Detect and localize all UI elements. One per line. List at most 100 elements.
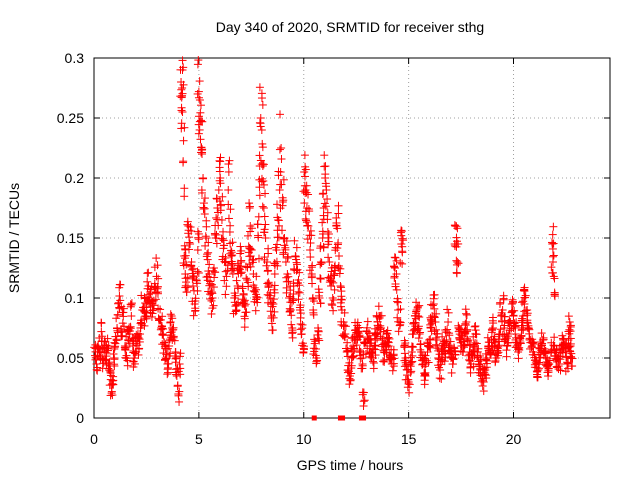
- data-point: [173, 381, 182, 390]
- data-point: [137, 316, 146, 325]
- data-point: [415, 313, 424, 322]
- data-point: [337, 295, 346, 304]
- data-point: [178, 89, 187, 98]
- x-tick-label: 10: [296, 431, 312, 447]
- data-point: [274, 233, 283, 242]
- data-point: [499, 291, 508, 300]
- data-point: [400, 356, 409, 365]
- data-point: [274, 167, 283, 176]
- data-point: [445, 331, 454, 340]
- data-point: [189, 282, 198, 290]
- data-point: [432, 325, 441, 334]
- data-point: [241, 300, 250, 309]
- data-point: [466, 368, 475, 377]
- data-point: [268, 326, 277, 335]
- data-point: [180, 192, 189, 201]
- y-axis-label: SRMTID / TECUs: [6, 183, 22, 293]
- data-point: [270, 281, 279, 290]
- data-point: [524, 324, 533, 333]
- data-point: [319, 243, 328, 252]
- data-point: [189, 311, 198, 320]
- y-tick-label: 0.15: [57, 230, 84, 246]
- data-point: [313, 356, 322, 365]
- data-point: [178, 65, 187, 74]
- data-point: [452, 256, 461, 265]
- data-point: [92, 365, 101, 374]
- data-point: [191, 307, 200, 316]
- data-point: [400, 343, 409, 352]
- data-point: [237, 268, 246, 277]
- data-point: [282, 273, 291, 282]
- data-point: [391, 279, 400, 288]
- data-point: [406, 362, 415, 371]
- data-point: [201, 241, 210, 250]
- data-point: [267, 319, 276, 328]
- data-point: [517, 332, 526, 341]
- data-point: [404, 379, 413, 388]
- data-point: [446, 337, 455, 346]
- data-point: [549, 239, 558, 248]
- data-point: [257, 94, 266, 103]
- data-point: [277, 226, 286, 235]
- data-point: [483, 356, 492, 365]
- data-point: [323, 208, 332, 217]
- data-point: [166, 349, 175, 358]
- data-point: [441, 340, 450, 349]
- data-point: [335, 269, 344, 278]
- data-point: [550, 274, 559, 283]
- data-point: [334, 238, 343, 247]
- data-point: [345, 380, 354, 389]
- data-point: [247, 224, 256, 233]
- data-point: [379, 357, 388, 366]
- data-point: [503, 338, 512, 347]
- data-point: [328, 294, 337, 302]
- data-point: [294, 276, 303, 284]
- data-point: [527, 338, 536, 347]
- data-point: [448, 360, 457, 369]
- data-point: [540, 348, 549, 357]
- data-point: [428, 301, 437, 310]
- data-point: [298, 324, 307, 333]
- data-point: [151, 295, 160, 304]
- data-point: [420, 380, 429, 389]
- data-point: [393, 313, 402, 322]
- data-point: [261, 220, 270, 229]
- data-point: [193, 246, 202, 254]
- data-point: [433, 329, 442, 338]
- data-point: [533, 373, 542, 382]
- data-point: [396, 258, 405, 267]
- data-point: [397, 226, 406, 235]
- data-point: [450, 241, 459, 250]
- data-point: [253, 220, 262, 229]
- data-point: [329, 278, 338, 287]
- data-point: [548, 244, 557, 253]
- x-tick-label: 15: [401, 431, 417, 447]
- data-point: [252, 272, 261, 281]
- data-point: [437, 374, 446, 383]
- data-point: [307, 231, 316, 240]
- data-point: [368, 349, 377, 358]
- data-point: [193, 286, 202, 295]
- data-point: [384, 333, 393, 342]
- data-point: [146, 289, 155, 298]
- data-point: [152, 288, 161, 297]
- y-tick-label: 0.1: [65, 290, 85, 306]
- data-point: [194, 268, 203, 277]
- data-point: [147, 312, 156, 321]
- data-point: [196, 101, 205, 110]
- data-point: [336, 264, 345, 273]
- data-point: [244, 278, 253, 287]
- data-point: [493, 346, 502, 355]
- data-point: [389, 362, 398, 371]
- data-point: [130, 354, 139, 363]
- data-point: [119, 304, 128, 313]
- data-point: [392, 256, 401, 265]
- data-point: [221, 267, 230, 276]
- data-point: [523, 311, 532, 320]
- data-point: [204, 248, 213, 257]
- data-point: [405, 388, 414, 397]
- data-point: [537, 329, 546, 338]
- data-point: [106, 367, 115, 376]
- data-point: [216, 179, 225, 188]
- data-point: [288, 326, 297, 335]
